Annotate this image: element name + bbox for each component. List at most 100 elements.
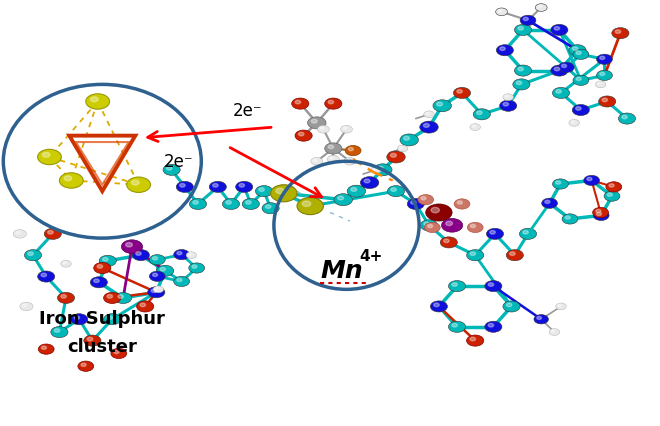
Circle shape xyxy=(595,82,606,89)
Circle shape xyxy=(587,178,592,181)
Text: cluster: cluster xyxy=(67,337,137,355)
Circle shape xyxy=(180,184,185,188)
Circle shape xyxy=(61,295,67,299)
Circle shape xyxy=(444,239,449,243)
Circle shape xyxy=(520,16,536,26)
Circle shape xyxy=(467,250,484,261)
Circle shape xyxy=(407,199,424,210)
Circle shape xyxy=(411,201,416,205)
Circle shape xyxy=(99,256,116,267)
Circle shape xyxy=(166,167,172,171)
Circle shape xyxy=(565,216,570,220)
Circle shape xyxy=(535,5,547,12)
Circle shape xyxy=(446,222,453,226)
Circle shape xyxy=(421,197,426,200)
Circle shape xyxy=(302,201,311,207)
Circle shape xyxy=(453,88,471,99)
Circle shape xyxy=(597,71,612,81)
Circle shape xyxy=(442,219,463,233)
Circle shape xyxy=(265,205,271,209)
Circle shape xyxy=(545,201,550,204)
Circle shape xyxy=(457,201,462,204)
Circle shape xyxy=(622,116,628,120)
Circle shape xyxy=(334,194,352,206)
Circle shape xyxy=(583,176,599,186)
Circle shape xyxy=(104,293,121,304)
Circle shape xyxy=(149,271,165,282)
Circle shape xyxy=(510,252,515,256)
Circle shape xyxy=(81,363,86,366)
Circle shape xyxy=(373,168,376,170)
Circle shape xyxy=(576,52,581,55)
Text: Mn: Mn xyxy=(320,259,363,282)
Circle shape xyxy=(397,146,408,153)
Circle shape xyxy=(551,330,554,332)
Circle shape xyxy=(155,288,158,290)
Circle shape xyxy=(351,188,357,192)
Circle shape xyxy=(600,73,605,76)
Circle shape xyxy=(569,46,586,57)
Circle shape xyxy=(259,188,265,192)
Circle shape xyxy=(177,252,182,255)
Circle shape xyxy=(457,90,463,94)
Circle shape xyxy=(449,281,466,292)
Circle shape xyxy=(618,114,636,125)
Circle shape xyxy=(503,103,509,107)
Circle shape xyxy=(132,250,149,261)
Circle shape xyxy=(222,199,240,210)
Circle shape xyxy=(391,154,397,158)
Circle shape xyxy=(571,121,574,124)
Circle shape xyxy=(344,158,356,166)
Circle shape xyxy=(542,199,558,209)
Circle shape xyxy=(615,31,621,35)
Circle shape xyxy=(327,156,339,164)
Circle shape xyxy=(341,126,352,134)
Circle shape xyxy=(51,327,68,338)
Circle shape xyxy=(90,277,108,288)
Circle shape xyxy=(562,214,578,225)
Text: 2e⁻: 2e⁻ xyxy=(164,153,193,171)
Circle shape xyxy=(500,48,506,52)
Circle shape xyxy=(514,66,532,77)
Circle shape xyxy=(523,231,529,235)
Circle shape xyxy=(454,199,470,210)
Circle shape xyxy=(426,204,452,222)
Circle shape xyxy=(426,113,429,115)
Circle shape xyxy=(558,63,574,73)
Circle shape xyxy=(486,229,504,240)
Circle shape xyxy=(136,252,141,256)
Circle shape xyxy=(152,257,158,260)
Circle shape xyxy=(74,316,80,320)
Circle shape xyxy=(127,178,150,193)
Circle shape xyxy=(348,148,353,151)
Circle shape xyxy=(484,281,502,292)
Circle shape xyxy=(44,229,61,240)
Circle shape xyxy=(516,82,522,86)
Circle shape xyxy=(558,305,561,307)
Circle shape xyxy=(513,80,530,91)
Circle shape xyxy=(125,243,133,248)
Circle shape xyxy=(496,46,513,57)
Circle shape xyxy=(87,337,93,341)
Circle shape xyxy=(131,181,139,186)
Circle shape xyxy=(477,112,482,115)
Circle shape xyxy=(452,324,457,327)
Circle shape xyxy=(295,101,301,105)
Circle shape xyxy=(471,225,475,228)
Circle shape xyxy=(514,25,532,36)
Circle shape xyxy=(572,105,589,116)
Circle shape xyxy=(418,195,434,205)
Circle shape xyxy=(612,29,629,40)
Circle shape xyxy=(518,68,523,72)
Circle shape xyxy=(420,220,438,231)
Circle shape xyxy=(488,324,494,327)
Circle shape xyxy=(600,57,605,60)
Circle shape xyxy=(518,28,523,31)
Circle shape xyxy=(107,295,113,299)
Circle shape xyxy=(549,329,560,336)
Circle shape xyxy=(597,83,601,85)
Circle shape xyxy=(114,351,119,354)
Circle shape xyxy=(111,348,127,359)
Circle shape xyxy=(599,97,616,108)
Circle shape xyxy=(325,99,342,110)
